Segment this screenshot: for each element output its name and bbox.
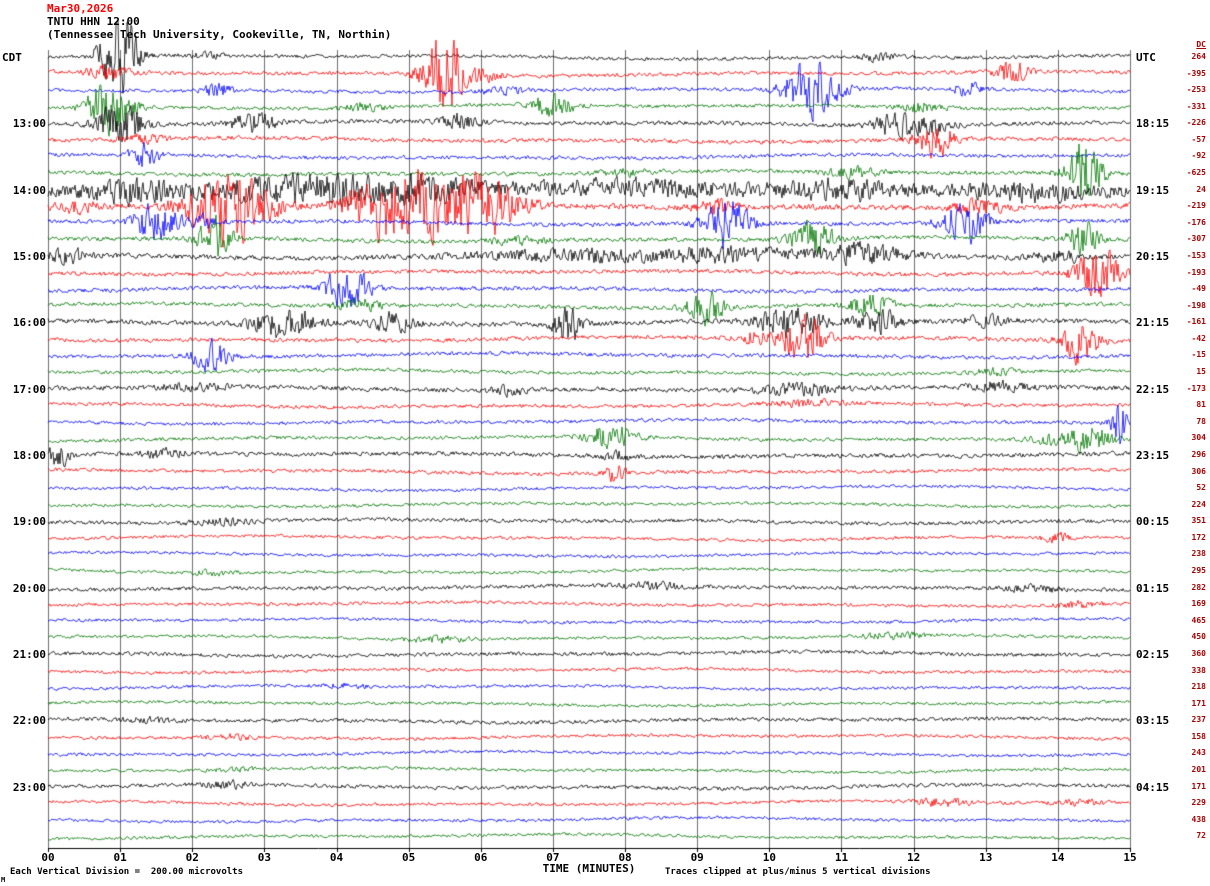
dc-offset-value: -92: [1191, 151, 1206, 161]
x-tick-label: 15: [1123, 851, 1137, 864]
dc-offset-value: 171: [1191, 698, 1206, 708]
x-tick-label: 05: [402, 851, 416, 864]
x-tick-label: 10: [762, 851, 776, 864]
dc-offset-value: -253: [1186, 85, 1206, 95]
x-tick-label: 08: [618, 851, 632, 864]
dc-column-header: DC: [1196, 40, 1206, 49]
dc-offset-value: -176: [1186, 217, 1206, 227]
x-axis-title: TIME (MINUTES): [542, 862, 636, 875]
utc-hour-label: 00:15: [1136, 515, 1170, 529]
cdt-hour-label: 17:00: [12, 382, 46, 396]
dc-offset-value: 169: [1191, 599, 1206, 609]
cdt-hour-label: 13:00: [12, 117, 46, 131]
cdt-hour-label: 16:00: [12, 316, 46, 330]
dc-offset-value: 52: [1196, 483, 1206, 493]
dc-offset-value: -219: [1186, 201, 1206, 211]
dc-offset-value: -173: [1186, 383, 1206, 393]
x-tick-label: 07: [546, 851, 560, 864]
x-tick-label: 09: [690, 851, 704, 864]
utc-hour-label: 21:15: [1136, 316, 1170, 330]
dc-offset-value: -307: [1186, 234, 1206, 244]
scale-note: Each Vertical Division = 200.00 microvol…: [10, 867, 243, 877]
dc-offset-value: 243: [1191, 748, 1206, 758]
dc-offset-value: 304: [1191, 433, 1206, 443]
dc-offset-value: 465: [1191, 615, 1206, 625]
x-tick-label: 13: [979, 851, 993, 864]
dc-offset-value: 229: [1191, 798, 1206, 808]
dc-offset-value: -625: [1186, 168, 1206, 178]
left-timezone-label: CDT: [2, 51, 22, 64]
dc-offset-value: 224: [1191, 499, 1206, 509]
dc-offset-value: 338: [1191, 665, 1206, 675]
dc-offset-value: 218: [1191, 682, 1206, 692]
dc-offset-value: -42: [1191, 333, 1206, 343]
dc-offset-value: 306: [1191, 466, 1206, 476]
cdt-hour-label: 15:00: [12, 249, 46, 263]
dc-offset-value: 438: [1191, 814, 1206, 824]
dc-offset-value: 237: [1191, 715, 1206, 725]
dc-offset-value: 81: [1196, 400, 1206, 410]
utc-hour-label: 19:15: [1136, 183, 1170, 197]
x-tick-label: 00: [41, 851, 55, 864]
dc-offset-value: 296: [1191, 449, 1206, 459]
right-timezone-label: UTC: [1136, 51, 1156, 64]
x-tick-label: 14: [1051, 851, 1065, 864]
dc-offset-value: -193: [1186, 267, 1206, 277]
utc-hour-label: 22:15: [1136, 382, 1170, 396]
dc-offset-value: -198: [1186, 300, 1206, 310]
cdt-hour-label: 23:00: [12, 780, 46, 794]
clip-note: Traces clipped at plus/minus 5 vertical …: [665, 867, 931, 877]
x-tick-label: 03: [257, 851, 272, 864]
dc-offset-value: 360: [1191, 648, 1206, 658]
dc-offset-value: 282: [1191, 582, 1206, 592]
title-station: TNTU HHN 12:00: [47, 15, 140, 28]
x-tick-label: 04: [329, 851, 344, 864]
dc-offset-value: -161: [1186, 317, 1206, 327]
dc-offset-value: 450: [1191, 632, 1206, 642]
cdt-hour-label: 22:00: [12, 714, 46, 728]
cdt-hour-label: 20:00: [12, 581, 46, 595]
cdt-hour-label: 19:00: [12, 515, 46, 529]
utc-hour-label: 23:15: [1136, 448, 1170, 462]
dc-offset-value: 158: [1191, 731, 1206, 741]
dc-offset-value: 15: [1196, 367, 1206, 377]
corner-mark: M: [1, 876, 6, 884]
dc-offset-value: 72: [1196, 831, 1206, 841]
cdt-hour-label: 21:00: [12, 647, 46, 661]
dc-offset-value: 295: [1191, 566, 1206, 576]
utc-hour-label: 04:15: [1136, 780, 1170, 794]
dc-offset-value: -49: [1191, 284, 1206, 294]
x-tick-label: 02: [185, 851, 199, 864]
x-tick-label: 06: [474, 851, 488, 864]
utc-hour-label: 18:15: [1136, 117, 1170, 131]
dc-offset-value: 264: [1191, 52, 1206, 61]
dc-offset-value: 24: [1196, 184, 1206, 194]
dc-offset-value: 172: [1191, 532, 1206, 542]
title-description: (Tennessee Tech University, Cookeville, …: [47, 28, 392, 41]
utc-hour-label: 02:15: [1136, 647, 1170, 661]
x-tick-label: 12: [906, 851, 921, 864]
dc-offset-value: -57: [1191, 134, 1206, 144]
dc-offset-value: -226: [1186, 118, 1206, 128]
dc-offset-value: -15: [1191, 350, 1206, 360]
x-tick-label: 01: [113, 851, 127, 864]
title-date: Mar30,2026: [47, 2, 114, 15]
dc-offset-value: -395: [1186, 68, 1206, 78]
dc-offset-value: 351: [1191, 516, 1206, 526]
dc-offset-value: 201: [1191, 765, 1206, 775]
dc-offset-value: 78: [1196, 416, 1206, 426]
cdt-hour-label: 14:00: [12, 183, 46, 197]
dc-offset-value: -153: [1186, 250, 1206, 260]
utc-hour-label: 01:15: [1136, 581, 1170, 595]
utc-hour-label: 20:15: [1136, 249, 1170, 263]
x-tick-label: 11: [834, 851, 849, 864]
dc-offset-value: -331: [1186, 101, 1206, 111]
dc-offset-value: 171: [1191, 781, 1206, 791]
dc-offset-value: 238: [1191, 549, 1206, 559]
utc-hour-label: 03:15: [1136, 714, 1170, 728]
cdt-hour-label: 18:00: [12, 448, 46, 462]
